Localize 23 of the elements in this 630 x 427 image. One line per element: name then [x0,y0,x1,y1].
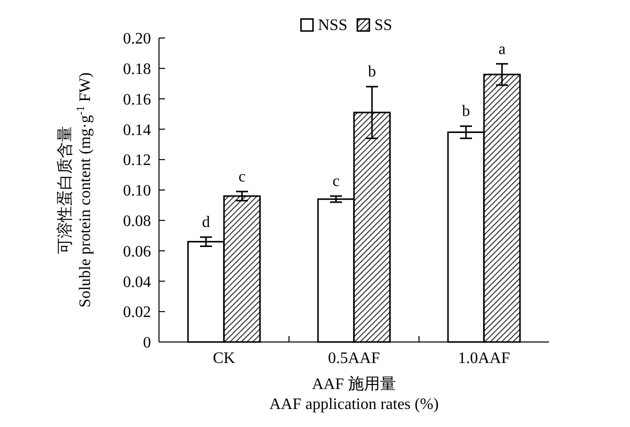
annotation: b [368,64,376,81]
y-tick-label: 0.06 [123,243,151,260]
x-tick-label: 1.0AAF [458,350,510,367]
annotation: b [462,103,470,120]
y-tick-label: 0.18 [123,61,151,78]
x-tick-label: 0.5AAF [328,350,380,367]
annotation: c [238,168,246,186]
y-tick-label: 0.16 [123,91,151,108]
y-tick-label: 0.20 [123,30,151,48]
x-tick-label: CK [212,350,236,367]
x-axis-title: AAF 施用量 AAF application rates (%) [269,375,439,413]
y-tick-label: 0.12 [123,152,151,170]
annotation: c [332,173,340,190]
y-tick-label: 0.10 [123,182,151,200]
y-tick-label: 0.08 [123,213,151,230]
y-tick-label: 0.04 [123,274,151,291]
y-tick-label: 0 [143,334,151,352]
y-tick-label: 0.14 [123,122,151,139]
legend-label: NSS [318,17,348,34]
annotation: d [202,214,210,232]
y-tick-label: 0.02 [123,304,151,322]
annotation: a [498,40,506,58]
legend-label: SS [374,17,392,34]
